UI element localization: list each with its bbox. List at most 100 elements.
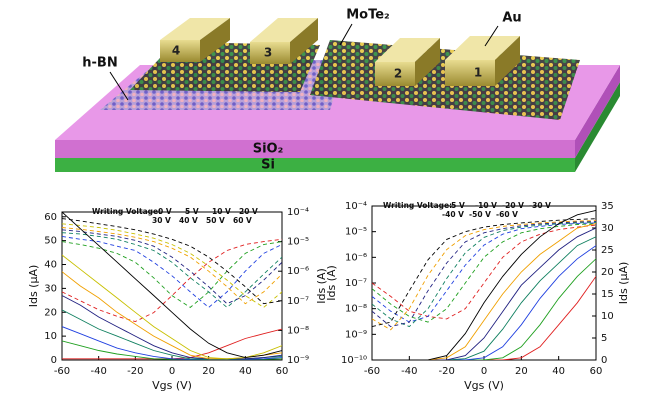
series-line (372, 218, 596, 328)
series-line (372, 221, 596, 328)
x-tick-label: 20 (202, 366, 215, 377)
y-tick-label: 0 (51, 355, 57, 366)
series-line (62, 328, 282, 360)
y2-tick-label: 5 (601, 333, 607, 344)
pointer (109, 71, 129, 101)
y-tick-label: 10⁻⁸ (345, 304, 367, 315)
x-tick-label: -60 (364, 366, 380, 377)
y2-tick-label: 20 (601, 267, 614, 278)
legend-entry: 0 V (158, 207, 172, 216)
series-line (62, 254, 282, 360)
series-line (62, 229, 282, 305)
series-line (372, 223, 596, 360)
electrode-4 (160, 18, 230, 62)
y-axis-label: Ids (A) (325, 265, 338, 301)
legend-entry: -60 V (496, 210, 518, 219)
x-tick-label: -40 (90, 366, 106, 377)
y-tick-label: 20 (44, 307, 57, 318)
series-line (372, 209, 596, 360)
y-tick-label: 10⁻¹⁰ (341, 355, 367, 366)
series-line (62, 295, 282, 360)
series-line (372, 224, 596, 320)
legend-entry: -30 V (529, 201, 551, 210)
si-side (575, 82, 620, 172)
y2-tick-label: 10⁻⁴ (287, 207, 309, 218)
chart: -60 -40 -20 0 20 40 60010203040506010⁻⁹10⁻⁸10⁻… (27, 207, 328, 392)
y-tick-label: 50 (44, 236, 57, 247)
y-tick-label: 10⁻⁷ (345, 278, 367, 289)
series-line (62, 235, 282, 308)
legend-entry: -10 V (475, 201, 497, 210)
electrode-1 (445, 36, 520, 86)
x-tick-label: 0 (481, 366, 487, 377)
sio2-label: SiO₂ (253, 142, 284, 157)
y2-tick-label: 10⁻⁸ (287, 325, 309, 336)
y2-tick-label: 25 (601, 245, 614, 256)
y-tick-label: 60 (44, 212, 57, 223)
legend-entry: -50 V (469, 210, 491, 219)
x-tick-label: -60 (54, 366, 70, 377)
series-line (372, 258, 596, 360)
legend-entry: 10 V (212, 207, 231, 216)
legend-entry: 5 V (185, 207, 199, 216)
legend-title: Writing Voltage: (92, 207, 161, 216)
y2-tick-label: 10⁻⁵ (287, 237, 309, 248)
series-line (62, 227, 282, 305)
y2-tick-label: 0 (601, 355, 607, 366)
series-line (372, 220, 596, 331)
x-axis-label: Vgs (V) (464, 379, 504, 392)
x-tick-label: 60 (276, 366, 289, 377)
legend-entry: 30 V (152, 216, 171, 225)
pointer (484, 25, 499, 47)
legend-entry: 20 V (239, 207, 258, 216)
y2-tick-label: 10⁻⁷ (287, 296, 309, 307)
device-illustration: 4 3 2 1 MoTe₂ Au h-BN SiO₂ Si (55, 8, 620, 173)
electrode-label: 3 (264, 46, 272, 60)
y2-tick-label: 10⁻⁶ (287, 266, 309, 277)
plot-frame (371, 205, 597, 361)
series-line (62, 232, 282, 308)
y2-tick-label: 35 (601, 201, 614, 212)
series-line (372, 245, 596, 360)
y2-axis-label: Ids (μA) (617, 262, 630, 305)
series-line (372, 221, 596, 328)
electrode-label: 2 (394, 67, 402, 81)
chart: -60 -40 -20 0 20 40 60 10⁻¹⁰ 10⁻⁹ 10⁻⁸ 10⁻⁷ 10⁻⁶ 10⁻… (325, 201, 630, 392)
hbn-label: h-BN (82, 56, 117, 71)
legend-entry: 60 V (233, 216, 252, 225)
legend-entry: 40 V (179, 216, 198, 225)
x-tick-label: -20 (438, 366, 454, 377)
legend-entry: 50 V (206, 216, 225, 225)
series-line (62, 223, 282, 308)
electrode-3 (250, 18, 318, 64)
x-axis-label: Vgs (V) (152, 379, 192, 392)
x-tick-label: -20 (127, 366, 143, 377)
pointer (339, 23, 353, 46)
au-label: Au (502, 11, 521, 26)
y-tick-label: 10⁻⁵ (345, 227, 367, 238)
series-line (372, 276, 596, 360)
series-line (372, 227, 596, 360)
y-tick-label: 10⁻⁶ (345, 252, 367, 263)
y2-tick-label: 15 (601, 289, 614, 300)
legend-entry: -5 V (448, 201, 465, 210)
si-layer (55, 158, 575, 172)
y-axis-label: Ids (μA) (27, 265, 40, 308)
legend-entry: -40 V (442, 210, 464, 219)
electrode-label: 1 (474, 66, 482, 80)
y-tick-label: 10 (44, 331, 57, 342)
sio2-side (575, 65, 620, 158)
y-tick-label: 10⁻⁹ (345, 329, 367, 340)
electrode-label: 4 (172, 44, 180, 58)
series-line (62, 271, 282, 360)
y-tick-label: 40 (44, 260, 57, 271)
series-line (62, 309, 282, 360)
series-line (372, 236, 596, 360)
x-tick-label: -40 (401, 366, 417, 377)
x-tick-label: 40 (239, 366, 252, 377)
series-line (62, 326, 282, 360)
sio2-front (55, 140, 575, 158)
si-label: Si (261, 158, 275, 173)
y2-tick-label: 30 (601, 223, 614, 234)
